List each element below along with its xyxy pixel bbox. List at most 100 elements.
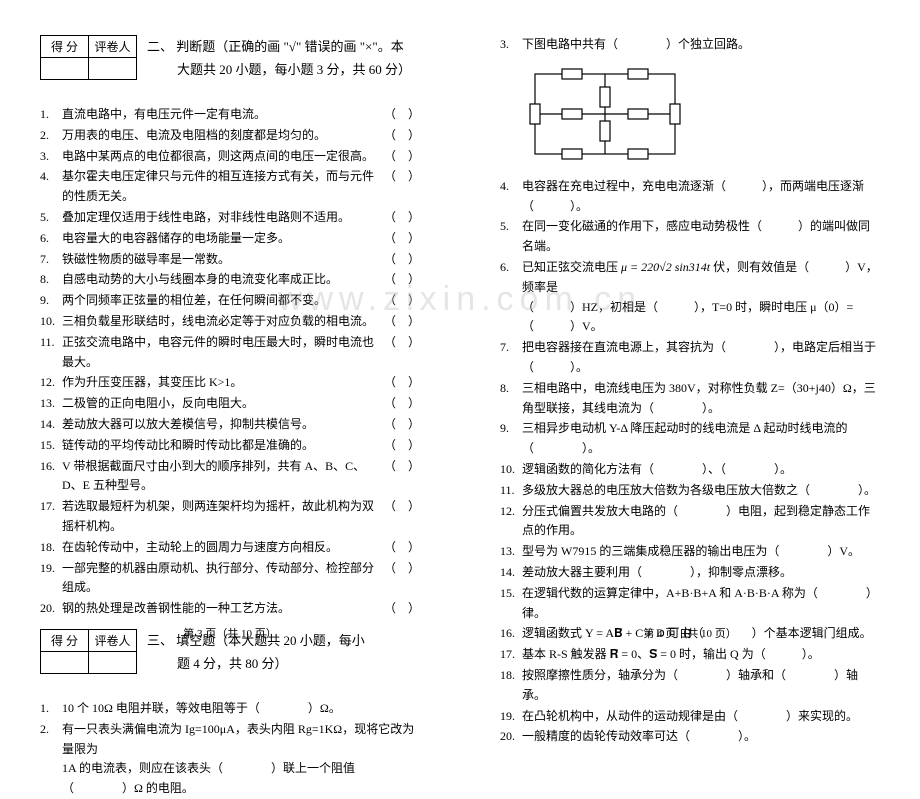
qtext-line-1: 有一只表头满偏电流为 Ig=100μA，表头内阻 Rg=1KΩ，现将它改为量限为 bbox=[62, 722, 414, 756]
qtext: 在同一变化磁通的作用下，感应电动势极性（ ）的端叫做同名端。 bbox=[522, 217, 880, 257]
judgment-q16: 16.V 带根据截面尺寸由小到大的顺序排列，共有 A、B、C、D、E 五种型号。… bbox=[40, 457, 420, 497]
qnum: 7. bbox=[500, 338, 522, 358]
fill-q2: 2. 有一只表头满偏电流为 Ig=100μA，表头内阻 Rg=1KΩ，现将它改为… bbox=[40, 720, 420, 799]
judgment-q15: 15.链传动的平均传动比和瞬时传动比都是准确的。（ ） bbox=[40, 436, 420, 456]
qtext-line-2: 1A 的电流表，则应在该表头（ ）联上一个阻值（ ）Ω 的电阻。 bbox=[62, 761, 355, 795]
fill-q3: 3. 下图电路中共有（ ）个独立回路。 bbox=[500, 35, 880, 55]
qtext: 已知正弦交流电压 μ = 220√2 sin314t 伏，则有效值是（ ）V，频… bbox=[522, 258, 880, 337]
qnum: 17. bbox=[40, 497, 62, 517]
fill-q1: 1. 10 个 10Ω 电阻并联，等效电阻等于（ ）Ω。 bbox=[40, 699, 420, 719]
qtext: 把电容器接在直流电源上，其容抗为（ ），电路定后相当于（ ）。 bbox=[522, 338, 880, 378]
q6-a: 已知正弦交流电压 bbox=[522, 260, 618, 274]
score-table-section-2: 得 分 评卷人 bbox=[40, 35, 137, 80]
judgment-q5: 5.叠加定理仅适用于线性电路，对非线性电路则不适用。（ ） bbox=[40, 208, 420, 228]
qnum: 17. bbox=[500, 645, 522, 665]
qtext: 10 个 10Ω 电阻并联，等效电阻等于（ ）Ω。 bbox=[62, 699, 420, 719]
qtext: 万用表的电压、电流及电阻档的刻度都是均匀的。 bbox=[62, 126, 384, 146]
qnum: 16. bbox=[40, 457, 62, 477]
qnum: 7. bbox=[40, 250, 62, 270]
qtext: 直流电路中，有电压元件一定有电流。 bbox=[62, 105, 384, 125]
qtext: 在凸轮机构中，从动件的运动规律是由（ ）来实现的。 bbox=[522, 707, 880, 727]
qnum: 9. bbox=[500, 419, 522, 439]
qtext: 基本 R-S 触发器 𝐑̄ = 0、𝐒̄ = 0 时，输出 Q 为（ ）。 bbox=[522, 645, 880, 665]
qnum: 2. bbox=[40, 720, 62, 740]
answer-paren: （ ） bbox=[384, 250, 420, 270]
qnum: 1. bbox=[40, 699, 62, 719]
qtext: 三相异步电动机 Y-Δ 降压起动时的线电流是 Δ 起动时线电流的（ ）。 bbox=[522, 419, 880, 459]
qtext: 二极管的正向电阻小，反向电阻大。 bbox=[62, 394, 384, 414]
right-items-container: 4.电容器在充电过程中，充电电流逐渐（ ），而两端电压逐渐（ ）。5.在同一变化… bbox=[500, 177, 880, 257]
qtext: 分压式偏置共发放大电路的（ ）电阻，起到稳定静态工作点的作用。 bbox=[522, 502, 880, 542]
judgment-q17: 17.若选取最短杆为机架，则两连架杆均为摇杆，故此机构为双摇杆机构。（ ） bbox=[40, 497, 420, 537]
judgment-q6: 6.电容量大的电容器储存的电场能量一定多。（ ） bbox=[40, 229, 420, 249]
qtext: 在逻辑代数的运算定律中，A+B·B+A 和 A·B·B·A 称为（ ）律。 bbox=[522, 584, 880, 624]
qnum: 20. bbox=[40, 599, 62, 619]
qtext: 铁磁性物质的磁导率是一常数。 bbox=[62, 250, 384, 270]
qnum: 14. bbox=[500, 563, 522, 583]
qtext: 下图电路中共有（ ）个独立回路。 bbox=[522, 35, 880, 55]
qtext: 自感电动势的大小与线圈本身的电流变化率成正比。 bbox=[62, 270, 384, 290]
right-items-container-2: 7.把电容器接在直流电源上，其容抗为（ ），电路定后相当于（ ）。8.三相电路中… bbox=[500, 338, 880, 623]
fill-q18: 18. 按照摩擦性质分，轴承分为（ ）轴承和（ ）轴承。 bbox=[500, 666, 880, 706]
answer-paren: （ ） bbox=[384, 415, 420, 435]
qnum: 2. bbox=[40, 126, 62, 146]
judgment-q12: 12.作为升压变压器，其变压比 K>1。（ ） bbox=[40, 373, 420, 393]
answer-paren: （ ） bbox=[384, 333, 420, 353]
score-cell bbox=[41, 651, 89, 673]
answer-paren: （ ） bbox=[384, 538, 420, 558]
fill-q7: 7.把电容器接在直流电源上，其容抗为（ ），电路定后相当于（ ）。 bbox=[500, 338, 880, 378]
page-4: 3. 下图电路中共有（ ）个独立回路。 bbox=[460, 0, 920, 651]
fill-q19: 19. 在凸轮机构中，从动件的运动规律是由（ ）来实现的。 bbox=[500, 707, 880, 727]
qnum: 19. bbox=[40, 559, 62, 579]
fill-q10: 10.逻辑函数的简化方法有（ ）、（ ）。 bbox=[500, 460, 880, 480]
section-3-title-line-2: 题 4 分，共 80 分） bbox=[177, 652, 288, 675]
qtext: 电路中某两点的电位都很高，则这两点间的电压一定很高。 bbox=[62, 147, 384, 167]
qnum: 12. bbox=[500, 502, 522, 522]
fill-q6: 6. 已知正弦交流电压 μ = 220√2 sin314t 伏，则有效值是（ ）… bbox=[500, 258, 880, 337]
page-footer-left: 第 3 页（共 10 页） bbox=[0, 625, 460, 641]
judgment-q14: 14.差动放大器可以放大差模信号，抑制共模信号。（ ） bbox=[40, 415, 420, 435]
qnum: 14. bbox=[40, 415, 62, 435]
answer-paren: （ ） bbox=[384, 599, 420, 619]
fill-q8: 8.三相电路中，电流线电压为 380V，对称性负载 Z=（30+j40）Ω，三角… bbox=[500, 379, 880, 419]
qnum: 13. bbox=[40, 394, 62, 414]
qtext: 三相电路中，电流线电压为 380V，对称性负载 Z=（30+j40）Ω，三角型联… bbox=[522, 379, 880, 419]
fill-q13: 13.型号为 W7915 的三端集成稳压器的输出电压为（ ）V。 bbox=[500, 542, 880, 562]
qnum: 10. bbox=[500, 460, 522, 480]
answer-paren: （ ） bbox=[384, 147, 420, 167]
qtext: 两个同频率正弦量的相位差，在任何瞬间都不变。 bbox=[62, 291, 384, 311]
section-2-title-line-2: 大题共 20 小题，每小题 3 分，共 60 分） bbox=[177, 58, 411, 81]
qtext: 若选取最短杆为机架，则两连架杆均为摇杆，故此机构为双摇杆机构。 bbox=[62, 497, 384, 537]
score-cell bbox=[41, 58, 89, 80]
fill-q17: 17. 基本 R-S 触发器 𝐑̄ = 0、𝐒̄ = 0 时，输出 Q 为（ ）… bbox=[500, 645, 880, 665]
qtext: V 带根据截面尺寸由小到大的顺序排列，共有 A、B、C、D、E 五种型号。 bbox=[62, 457, 384, 497]
page-footer-right: 第 4 页（共 10 页） bbox=[460, 625, 920, 641]
formula-mu: μ = 220√2 sin314t bbox=[621, 260, 710, 274]
judgment-question-list: 1.直流电路中，有电压元件一定有电流。（ ）2.万用表的电压、电流及电阻档的刻度… bbox=[40, 101, 420, 619]
qtext: 作为升压变压器，其变压比 K>1。 bbox=[62, 373, 384, 393]
judgment-q1: 1.直流电路中，有电压元件一定有电流。（ ） bbox=[40, 105, 420, 125]
qnum: 8. bbox=[500, 379, 522, 399]
qtext: 基尔霍夫电压定律只与元件的相互连接方式有关，而与元件的性质无关。 bbox=[62, 167, 384, 207]
qnum: 1. bbox=[40, 105, 62, 125]
fill-q15: 15.在逻辑代数的运算定律中，A+B·B+A 和 A·B·B·A 称为（ ）律。 bbox=[500, 584, 880, 624]
qtext: 钢的热处理是改善钢性能的一种工艺方法。 bbox=[62, 599, 384, 619]
qnum: 6. bbox=[40, 229, 62, 249]
answer-paren: （ ） bbox=[384, 436, 420, 456]
qtext: 电容器在充电过程中，充电电流逐渐（ ），而两端电压逐渐（ ）。 bbox=[522, 177, 880, 217]
qnum: 15. bbox=[500, 584, 522, 604]
qnum: 3. bbox=[40, 147, 62, 167]
answer-paren: （ ） bbox=[384, 105, 420, 125]
qnum: 15. bbox=[40, 436, 62, 456]
grader-cell bbox=[89, 58, 137, 80]
qnum: 3. bbox=[500, 35, 522, 55]
qtext: 链传动的平均传动比和瞬时传动比都是准确的。 bbox=[62, 436, 384, 456]
qtext: 一般精度的齿轮传动效率可达（ ）。 bbox=[522, 727, 880, 747]
fill-blank-left-list: 1. 10 个 10Ω 电阻并联，等效电阻等于（ ）Ω。 2. 有一只表头满偏电… bbox=[40, 695, 420, 799]
qtext: 多级放大器总的电压放大倍数为各级电压放大倍数之（ ）。 bbox=[522, 481, 880, 501]
qnum: 11. bbox=[500, 481, 522, 501]
fill-q12: 12.分压式偏置共发放大电路的（ ）电阻，起到稳定静态工作点的作用。 bbox=[500, 502, 880, 542]
qtext: 按照摩擦性质分，轴承分为（ ）轴承和（ ）轴承。 bbox=[522, 666, 880, 706]
qnum: 19. bbox=[500, 707, 522, 727]
section-2-title-line-1: 二、 判断题（正确的画 "√" 错误的画 "×"。本 bbox=[147, 39, 404, 54]
